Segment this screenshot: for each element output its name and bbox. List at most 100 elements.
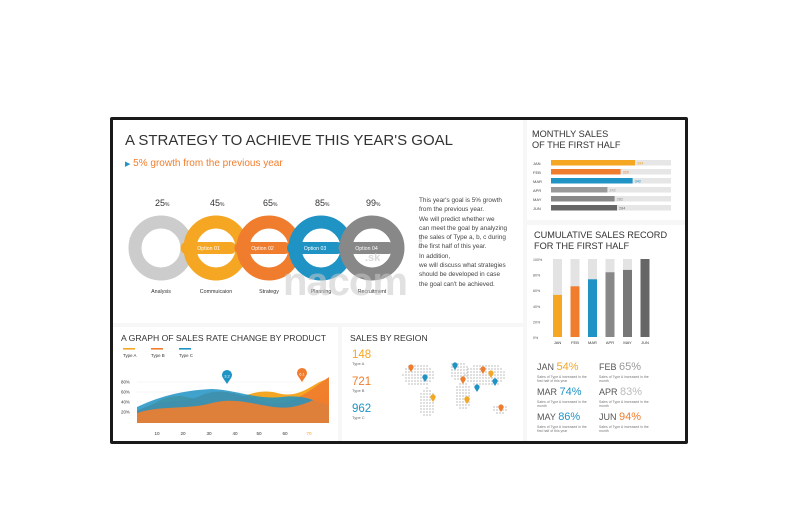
area-front	[137, 391, 329, 423]
region-number: 962	[352, 403, 372, 415]
region-value: 721 Type B	[352, 376, 371, 393]
stat-note: Sales of Type A increased in the month	[599, 375, 649, 384]
bar-fill	[570, 286, 580, 337]
legend-swatch	[179, 348, 191, 350]
y-tick-label: 40%	[533, 305, 541, 309]
map-pin	[480, 366, 486, 374]
step-name: Planning	[311, 289, 332, 295]
monthly-title-line1: MONTHLY SALES	[532, 129, 609, 139]
bar-fill	[551, 160, 635, 166]
region-number: 148	[352, 349, 372, 361]
y-tick-label: 60%	[533, 289, 541, 293]
description-line: We will predict whether we	[419, 215, 495, 223]
map-pin	[498, 404, 504, 412]
legend-label: Type B	[151, 353, 165, 358]
region-value: 148 Type A	[352, 349, 371, 366]
month-label: MAR	[533, 179, 542, 184]
description-line: This year's goal is 5% growth	[419, 197, 502, 204]
bar-value: 394	[637, 162, 643, 166]
month-label: MAY	[533, 197, 542, 202]
bar-fill	[551, 187, 608, 193]
strategy-panel: A STRATEGY TO ACHIEVE THIS YEAR'S GOAL ▶…	[113, 120, 523, 323]
bar-fill	[551, 205, 617, 211]
y-tick-label: 20%	[121, 410, 130, 415]
map-pin	[452, 362, 458, 370]
description-line: In addition,	[419, 252, 451, 260]
region-type: Type B	[352, 388, 365, 393]
bar-fill	[588, 279, 597, 337]
region-title: SALES BY REGION	[350, 333, 428, 343]
month-stat: MAY 86% Sales of Type A increased in the f…	[537, 407, 597, 433]
world-map	[402, 362, 507, 416]
stat-month: MAR	[537, 387, 560, 397]
option-label: Option 01	[197, 246, 220, 252]
description-line: can meet the goal by analyzing	[419, 224, 508, 232]
map-pin	[430, 394, 436, 402]
stat-percent: 65%	[619, 361, 642, 373]
monthly-title-line2: OF THE FIRST HALF	[532, 139, 621, 150]
bar-value: 282	[617, 198, 623, 202]
region-number: 721	[352, 376, 372, 388]
rate-graph-panel: A GRAPH OF SALES RATE CHANGE BY PRODUCT …	[113, 327, 338, 441]
legend-swatch	[123, 348, 135, 350]
month-label: MAY	[623, 340, 632, 345]
stat-month: JUN	[599, 412, 619, 422]
step-percent: 45%	[210, 198, 225, 208]
month-label: JAN	[554, 340, 562, 345]
bar-fill	[551, 178, 633, 184]
option-band	[338, 242, 395, 254]
step-percent: 99%	[366, 198, 381, 208]
stat-month: FEB	[599, 362, 620, 372]
month-label: JUN	[641, 340, 649, 345]
cumulative-stats: JAN 54% Sales of Type A increased in the f…	[527, 357, 685, 441]
bar-value: 242	[609, 189, 615, 193]
region-type: Type C	[352, 415, 365, 420]
month-label: JAN	[533, 161, 541, 166]
step-name: Analysis	[151, 289, 171, 295]
y-tick-label: 80%	[533, 274, 541, 278]
step-icon	[266, 274, 272, 280]
finish-label: Finish	[418, 234, 424, 248]
region-panel: SALES BY REGION 148 Type A 721 Type B 962 Typ…	[342, 327, 523, 441]
y-tick-label: 80%	[121, 380, 130, 385]
month-label: APR	[533, 188, 541, 193]
monthly-title: MONTHLY SALES OF THE FIRST HALF	[532, 129, 620, 150]
stat-percent: 74%	[559, 386, 582, 398]
step-name: Commuicaion	[200, 289, 232, 295]
map-pin	[464, 396, 470, 404]
legend-swatch	[151, 348, 163, 350]
cumulative-panel: CUMULATIVE SALES RECORD FOR THE FIRST HA…	[527, 225, 685, 441]
stat-note: Sales of Type A increased in the	[537, 425, 587, 429]
description-line: should be developed in case	[419, 271, 501, 279]
strategy-description: This year's goal is 5% growth from the pr…	[419, 196, 519, 289]
bar-fill	[605, 272, 615, 337]
region-type: Type A	[352, 361, 365, 366]
option-label: Option 04	[355, 246, 378, 252]
x-tick-label: 70	[306, 431, 312, 436]
page-subtitle: ▶ 5% growth from the previous year	[125, 158, 283, 169]
bar-fill	[551, 169, 621, 175]
bullet-icon: ▶	[125, 161, 131, 168]
x-tick-label: 50	[256, 431, 262, 436]
map-landmass	[420, 387, 434, 416]
stat-note: Sales of Type A increased in the month	[599, 425, 649, 434]
map-pin	[460, 376, 466, 384]
description-line: the goal can't be achieved.	[419, 280, 495, 288]
month-label: FEB	[571, 340, 579, 345]
stat-month: APR	[599, 387, 621, 397]
monthly-sales-panel: MONTHLY SALES OF THE FIRST HALF JAN 394 FE…	[527, 120, 685, 220]
step-icon	[158, 274, 164, 280]
display-monitor: A STRATEGY TO ACHIEVE THIS YEAR'S GOAL ▶…	[110, 117, 688, 444]
stat-month: MAY	[537, 412, 559, 422]
step-icon	[318, 274, 324, 280]
stat-percent: 83%	[620, 386, 643, 398]
month-stat: JAN 54% Sales of Type A increased in the f…	[537, 357, 597, 383]
option-label: Option 02	[251, 246, 274, 252]
map-pin	[488, 370, 494, 378]
watermark-logo: nacom	[283, 260, 408, 304]
x-tick-label: 30	[206, 431, 212, 436]
y-tick-label: 100%	[533, 258, 543, 262]
step-percent: 85%	[315, 198, 330, 208]
strategy-rings: Start25%Analysis45%Commuicaion65%Strateg…	[128, 198, 424, 295]
step-name: Recruitment	[358, 289, 387, 295]
